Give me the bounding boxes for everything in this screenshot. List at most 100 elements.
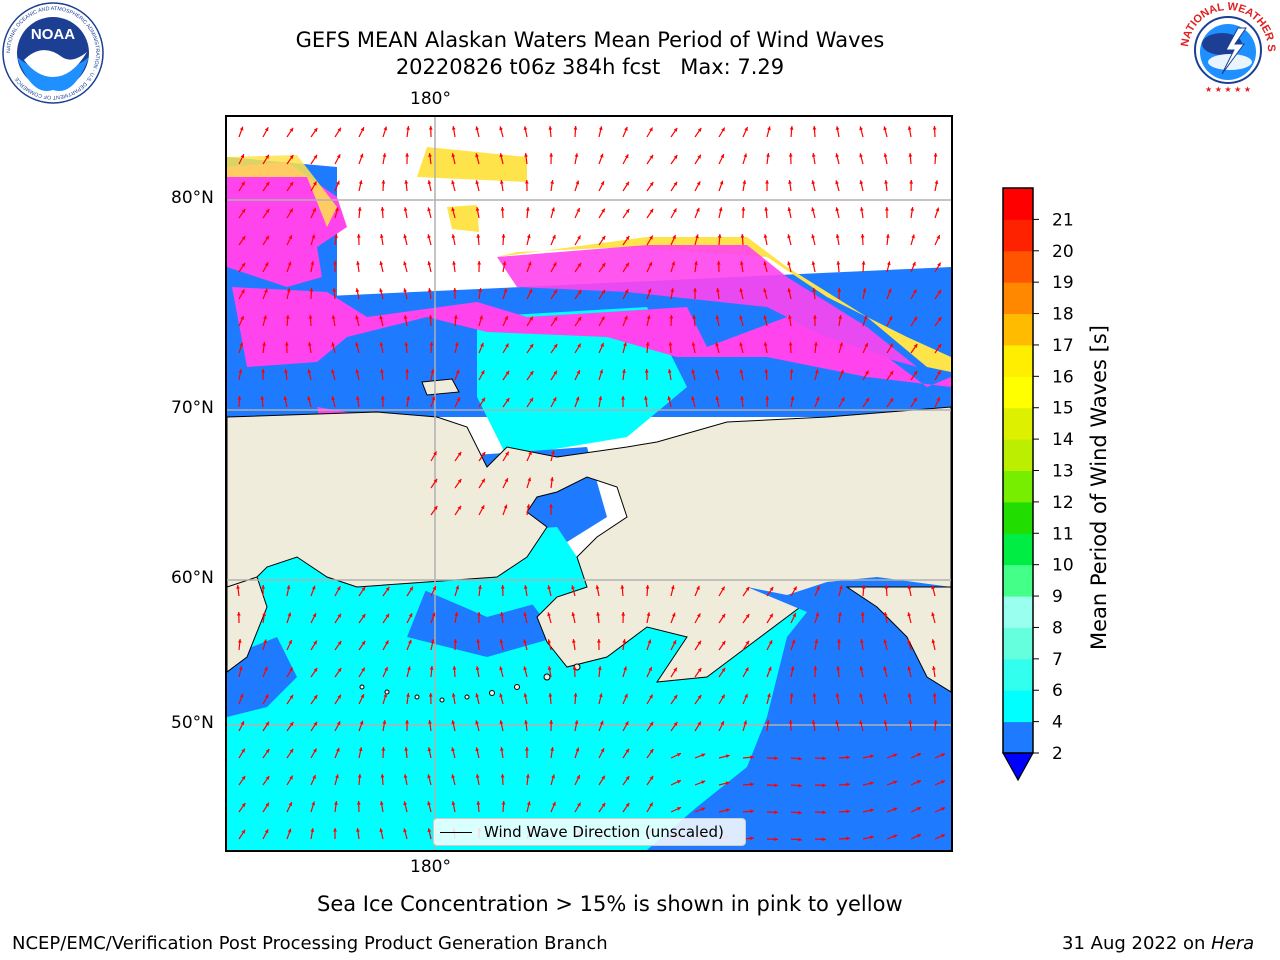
wind-arrowhead-icon	[697, 640, 701, 645]
wind-arrowhead-icon	[500, 774, 505, 778]
wind-arrowhead-icon	[357, 774, 362, 778]
wind-arrowhead-icon	[475, 693, 480, 698]
wind-arrowhead-icon	[475, 774, 480, 778]
wind-arrowhead-icon	[529, 370, 534, 375]
wind-arrowhead-icon	[622, 369, 626, 373]
wind-arrowhead-icon	[359, 720, 364, 725]
wind-arrowhead-icon	[789, 369, 794, 373]
wind-arrowhead-icon	[261, 369, 266, 373]
wind-arrowhead-icon	[549, 720, 554, 724]
wind-arrowhead-icon	[838, 612, 842, 616]
colorbar-tick-label: 14	[1052, 430, 1074, 450]
sea-ice-edge-west	[227, 155, 337, 227]
wind-arrowhead-icon	[717, 234, 722, 238]
wind-arrowhead-icon	[837, 639, 841, 643]
wind-arrowhead-icon	[812, 315, 817, 319]
wind-arrowhead-icon	[337, 613, 341, 618]
wind-arrowhead-icon	[673, 721, 678, 726]
wind-arrowhead-icon	[893, 753, 898, 758]
wind-arrowhead-icon	[907, 693, 912, 697]
wind-arrowhead-icon	[265, 181, 270, 186]
wind-arrowhead-icon	[812, 126, 817, 130]
wind-arrowhead-icon	[701, 753, 706, 758]
wind-arrowhead-icon	[649, 802, 653, 807]
wind-arrowhead-icon	[673, 667, 677, 672]
wind-arrowhead-icon	[744, 126, 748, 131]
wind-arrowhead-icon	[286, 585, 291, 590]
wind-arrowhead-icon	[573, 126, 578, 130]
wind-arrowhead-icon	[815, 396, 820, 401]
wind-arrowhead-icon	[671, 612, 676, 617]
wind-arrowhead-icon	[835, 153, 840, 158]
wind-arrowhead-icon	[835, 720, 840, 725]
wind-arrowhead-icon	[355, 315, 359, 320]
wind-arrowhead-icon	[526, 504, 531, 508]
wind-arrowhead-icon	[933, 153, 938, 157]
wind-arrowhead-icon	[787, 288, 792, 293]
wind-arrowhead-icon	[287, 261, 292, 266]
wind-arrowhead-icon	[331, 315, 336, 320]
wind-arrowhead-icon	[478, 288, 483, 292]
wind-arrowhead-icon	[523, 585, 528, 589]
wind-arrowhead-icon	[451, 774, 456, 779]
wind-arrowhead-icon	[916, 834, 921, 838]
wind-arrowhead-icon	[479, 315, 483, 320]
wind-arrowhead-icon	[811, 180, 816, 185]
wind-arrowhead-icon	[577, 802, 581, 807]
wind-arrowhead-icon	[501, 801, 506, 805]
wind-arrowhead-icon	[742, 180, 747, 184]
wind-arrowhead-icon	[241, 802, 246, 807]
wind-arrowhead-icon	[525, 774, 530, 778]
wind-arrowhead-icon	[620, 585, 625, 589]
wind-arrowhead-icon	[741, 207, 746, 211]
map-legend: Wind Wave Direction (unscaled)	[433, 818, 746, 846]
wind-arrowhead-icon	[839, 342, 843, 347]
wind-arrowhead-icon	[931, 639, 936, 644]
wind-arrowhead-icon	[601, 289, 606, 294]
wind-arrowhead-icon	[598, 126, 603, 131]
wind-arrowhead-icon	[379, 828, 384, 833]
wind-arrowhead-icon	[505, 370, 510, 375]
wind-arrowhead-icon	[765, 180, 769, 184]
wind-arrowhead-icon	[649, 775, 654, 780]
wind-arrowhead-icon	[647, 288, 652, 293]
wind-arrowhead-icon	[676, 780, 681, 784]
wind-arrowhead-icon	[547, 666, 552, 670]
wind-arrowhead-icon	[480, 342, 484, 347]
wind-arrowhead-icon	[476, 234, 481, 238]
wind-arrowhead-icon	[673, 694, 678, 699]
wind-arrowhead-icon	[889, 343, 893, 348]
wind-arrowhead-icon	[528, 289, 533, 294]
wind-arrowhead-icon	[864, 343, 868, 348]
wind-arrowhead-icon	[553, 316, 558, 321]
wind-arrowhead-icon	[355, 342, 359, 347]
wind-arrowhead-icon	[787, 315, 792, 319]
wind-arrowhead-icon	[403, 261, 407, 266]
wind-arrowhead-icon	[766, 720, 770, 724]
wind-arrowhead-icon	[525, 207, 530, 211]
wind-arrowhead-icon	[750, 755, 754, 760]
wind-arrowhead-icon	[596, 639, 601, 643]
wind-arrowhead-icon	[792, 613, 796, 618]
footer-date: 31 Aug 2022 on	[1062, 933, 1212, 954]
wind-arrowhead-icon	[289, 208, 293, 213]
wind-arrowhead-icon	[691, 342, 696, 347]
wind-arrowhead-icon	[237, 396, 242, 400]
wind-arrowhead-icon	[745, 640, 750, 645]
colorbar-bin	[1003, 564, 1033, 597]
wind-arrowhead-icon	[287, 828, 292, 833]
wind-arrowhead-icon	[431, 396, 436, 401]
wind-arrowhead-icon	[739, 288, 744, 293]
wind-arrowhead-icon	[430, 639, 435, 644]
wind-arrowhead-icon	[725, 781, 730, 786]
wind-arrowhead-icon	[763, 234, 768, 239]
wind-arrowhead-icon	[381, 180, 386, 184]
wind-arrowhead-icon	[428, 720, 432, 724]
wind-arrowhead-icon	[313, 640, 317, 645]
wind-arrowhead-icon	[846, 836, 850, 841]
wind-arrowhead-icon	[907, 666, 912, 671]
wind-arrowhead-icon	[428, 315, 433, 319]
wind-arrowhead-icon	[691, 369, 696, 374]
wind-arrowhead-icon	[576, 775, 580, 780]
wind-arrowhead-icon	[239, 126, 244, 131]
